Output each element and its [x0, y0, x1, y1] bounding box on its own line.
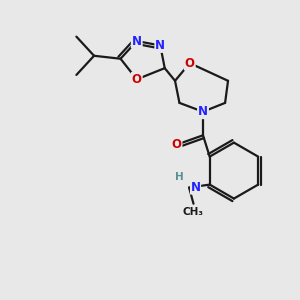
- Text: O: O: [132, 73, 142, 86]
- Text: N: N: [155, 39, 165, 52]
- Text: N: N: [190, 181, 201, 194]
- Text: H: H: [175, 172, 184, 182]
- Text: O: O: [172, 138, 182, 151]
- Text: N: N: [132, 34, 142, 48]
- Text: N: N: [198, 105, 208, 118]
- Text: CH₃: CH₃: [183, 207, 204, 217]
- Text: O: O: [185, 57, 195, 70]
